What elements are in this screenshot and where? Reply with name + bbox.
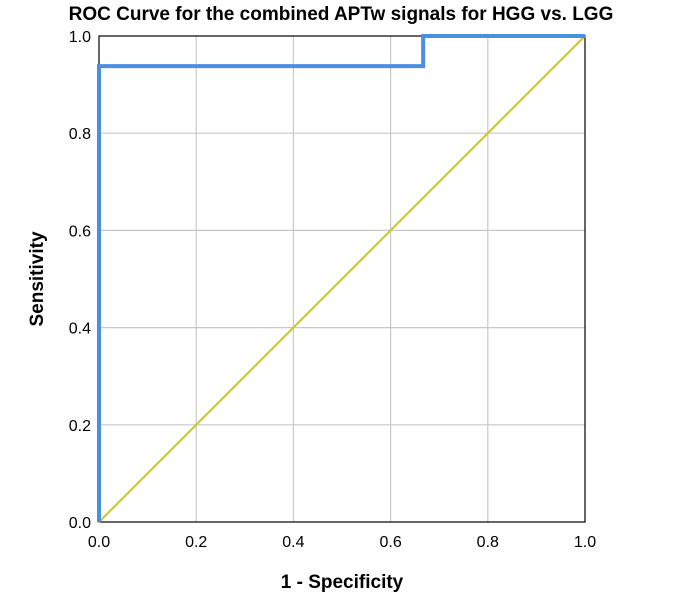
series-line-reference xyxy=(98,35,586,523)
x-tick-label: 0.4 xyxy=(282,534,304,551)
y-tick-label: 1.0 xyxy=(69,29,91,46)
series-layer xyxy=(97,34,586,523)
x-tick-label: 0.6 xyxy=(379,534,401,551)
grid-lines xyxy=(99,36,585,522)
x-tick-labels: 0.0 0.2 0.4 0.6 0.8 1.0 xyxy=(88,534,596,551)
y-tick-label: 0.4 xyxy=(69,321,91,338)
y-axis-label: Sensitivity xyxy=(27,231,48,326)
y-tick-label: 0.6 xyxy=(69,223,91,240)
series-line-roc xyxy=(97,34,585,522)
y-tick-label: 0.8 xyxy=(69,126,91,143)
y-tick-labels: 0.0 0.2 0.4 0.6 0.8 1.0 xyxy=(69,29,91,532)
y-tick-label: 0.0 xyxy=(69,515,91,532)
x-tick-label: 0.0 xyxy=(88,534,110,551)
x-axis-label: 1 - Specificity xyxy=(281,572,404,593)
x-tick-label: 0.2 xyxy=(185,534,207,551)
chart-title: ROC Curve for the combined APTw signals … xyxy=(69,4,614,25)
x-tick-label: 1.0 xyxy=(574,534,596,551)
y-tick-label: 0.2 xyxy=(69,418,91,435)
x-tick-label: 0.8 xyxy=(477,534,499,551)
